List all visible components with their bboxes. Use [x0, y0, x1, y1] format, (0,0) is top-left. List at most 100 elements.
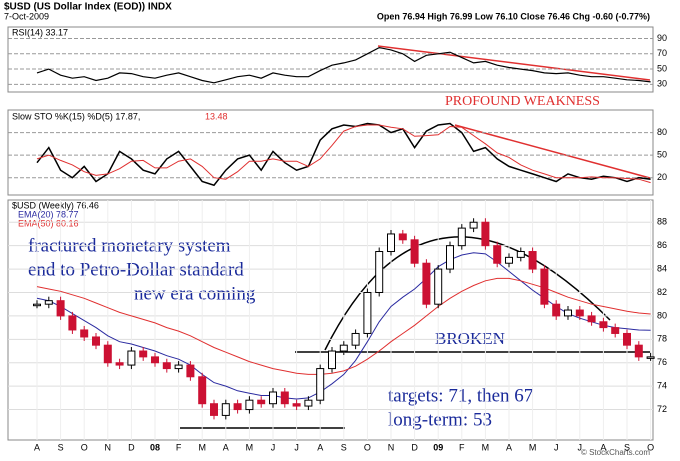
- candle: [56, 300, 65, 317]
- candle: [410, 239, 419, 264]
- ema50-legend: EMA(50) 80.16: [18, 218, 79, 228]
- annotation: end to Petro-Dollar standard: [28, 259, 244, 280]
- x-tick-label: F: [176, 442, 182, 452]
- candle: [245, 399, 254, 411]
- candle: [398, 233, 407, 241]
- x-tick-label: M: [198, 442, 206, 452]
- candle: [505, 256, 513, 264]
- annotation: PROFOUND WEAKNESS: [445, 94, 600, 109]
- y-tick-label: 88: [657, 217, 667, 227]
- candle: [469, 221, 478, 229]
- y-tick-label: 90: [657, 33, 667, 43]
- x-tick-label: 08: [150, 442, 160, 452]
- x-tick-label: S: [624, 442, 630, 452]
- date: 7-Oct-2009: [4, 11, 49, 21]
- sto-legend-d: 13.48: [205, 111, 228, 121]
- x-tick-label: A: [317, 442, 323, 452]
- candle: [387, 233, 395, 253]
- y-tick-label: 82: [657, 287, 667, 297]
- candle: [446, 245, 454, 270]
- candle: [516, 251, 525, 258]
- annotation: BROKEN: [435, 329, 505, 348]
- price-legend: $USD (Weekly) 76.46: [12, 200, 99, 210]
- y-tick-label: 70: [657, 48, 667, 58]
- rsi-legend: RSI(14) 33.17: [12, 27, 68, 37]
- candle: [210, 403, 218, 416]
- y-tick-label: 84: [657, 263, 667, 273]
- price-frame: [7, 199, 654, 441]
- candle: [280, 391, 289, 405]
- arc: [324, 236, 611, 351]
- x-tick-label: D: [128, 442, 135, 452]
- candle: [363, 291, 372, 334]
- y-tick-label: 50: [657, 150, 667, 160]
- sto-line: [36, 122, 651, 187]
- x-tick-label: S: [341, 442, 347, 452]
- x-tick-label: A: [600, 442, 606, 452]
- candle: [174, 364, 183, 370]
- y-tick-label: 72: [657, 404, 667, 414]
- candle: [44, 300, 53, 305]
- x-tick-label: S: [58, 442, 64, 452]
- ema20-legend: EMA(20) 78.77: [18, 209, 79, 219]
- sto-trend-line: [454, 124, 651, 179]
- rsi-frame: [7, 26, 654, 93]
- x-tick-label: F: [459, 442, 465, 452]
- x-tick-label: N: [388, 442, 395, 452]
- candle: [375, 251, 384, 293]
- candle: [115, 362, 124, 366]
- x-tick-label: O: [647, 442, 654, 452]
- candle: [162, 362, 171, 370]
- candle: [611, 327, 620, 334]
- candle: [92, 336, 100, 346]
- candle: [257, 399, 266, 405]
- x-tick-label: O: [81, 442, 88, 452]
- x-tick-label: J: [271, 442, 276, 452]
- x-tick-label: D: [411, 442, 418, 452]
- candle: [575, 309, 584, 317]
- candle: [80, 329, 89, 338]
- candle: [434, 268, 443, 305]
- y-tick-label: 50: [657, 63, 667, 73]
- candle: [103, 344, 112, 364]
- candle: [304, 399, 313, 407]
- candle: [186, 364, 195, 378]
- candle: [339, 344, 348, 352]
- candle: [623, 332, 631, 346]
- candle: [599, 321, 608, 329]
- x-tick-label: A: [34, 442, 40, 452]
- y-tick-label: 80: [657, 310, 667, 320]
- candle: [481, 221, 490, 247]
- candle: [139, 350, 148, 358]
- candle: [564, 309, 572, 317]
- x-tick-label: 09: [433, 442, 443, 452]
- y-tick-label: 78: [657, 334, 667, 344]
- candle: [269, 391, 277, 405]
- y-tick-label: 76: [657, 357, 667, 367]
- candle: [151, 356, 159, 364]
- candle: [68, 315, 77, 331]
- annotation: long-term: 53: [388, 409, 492, 430]
- x-tick-label: J: [554, 442, 559, 452]
- candle: [233, 403, 242, 411]
- x-tick-label: J: [294, 442, 299, 452]
- credit: © StockCharts.com: [581, 448, 650, 457]
- x-tick-label: M: [246, 442, 254, 452]
- sto-frame: [7, 109, 654, 196]
- x-tick-label: M: [529, 442, 537, 452]
- y-tick-label: 86: [657, 240, 667, 250]
- candle: [457, 227, 466, 247]
- chart-title: $USD (US Dollar Index (EOD)) INDX: [4, 2, 172, 13]
- x-tick-label: A: [506, 442, 512, 452]
- candle: [292, 403, 301, 407]
- x-tick-label: J: [578, 442, 583, 452]
- candle: [422, 262, 431, 305]
- x-tick-label: A: [223, 442, 229, 452]
- candle: [221, 403, 230, 416]
- x-tick-label: M: [482, 442, 490, 452]
- y-tick-label: 20: [657, 172, 667, 182]
- y-tick-label: 80: [657, 127, 667, 137]
- candle: [552, 303, 561, 317]
